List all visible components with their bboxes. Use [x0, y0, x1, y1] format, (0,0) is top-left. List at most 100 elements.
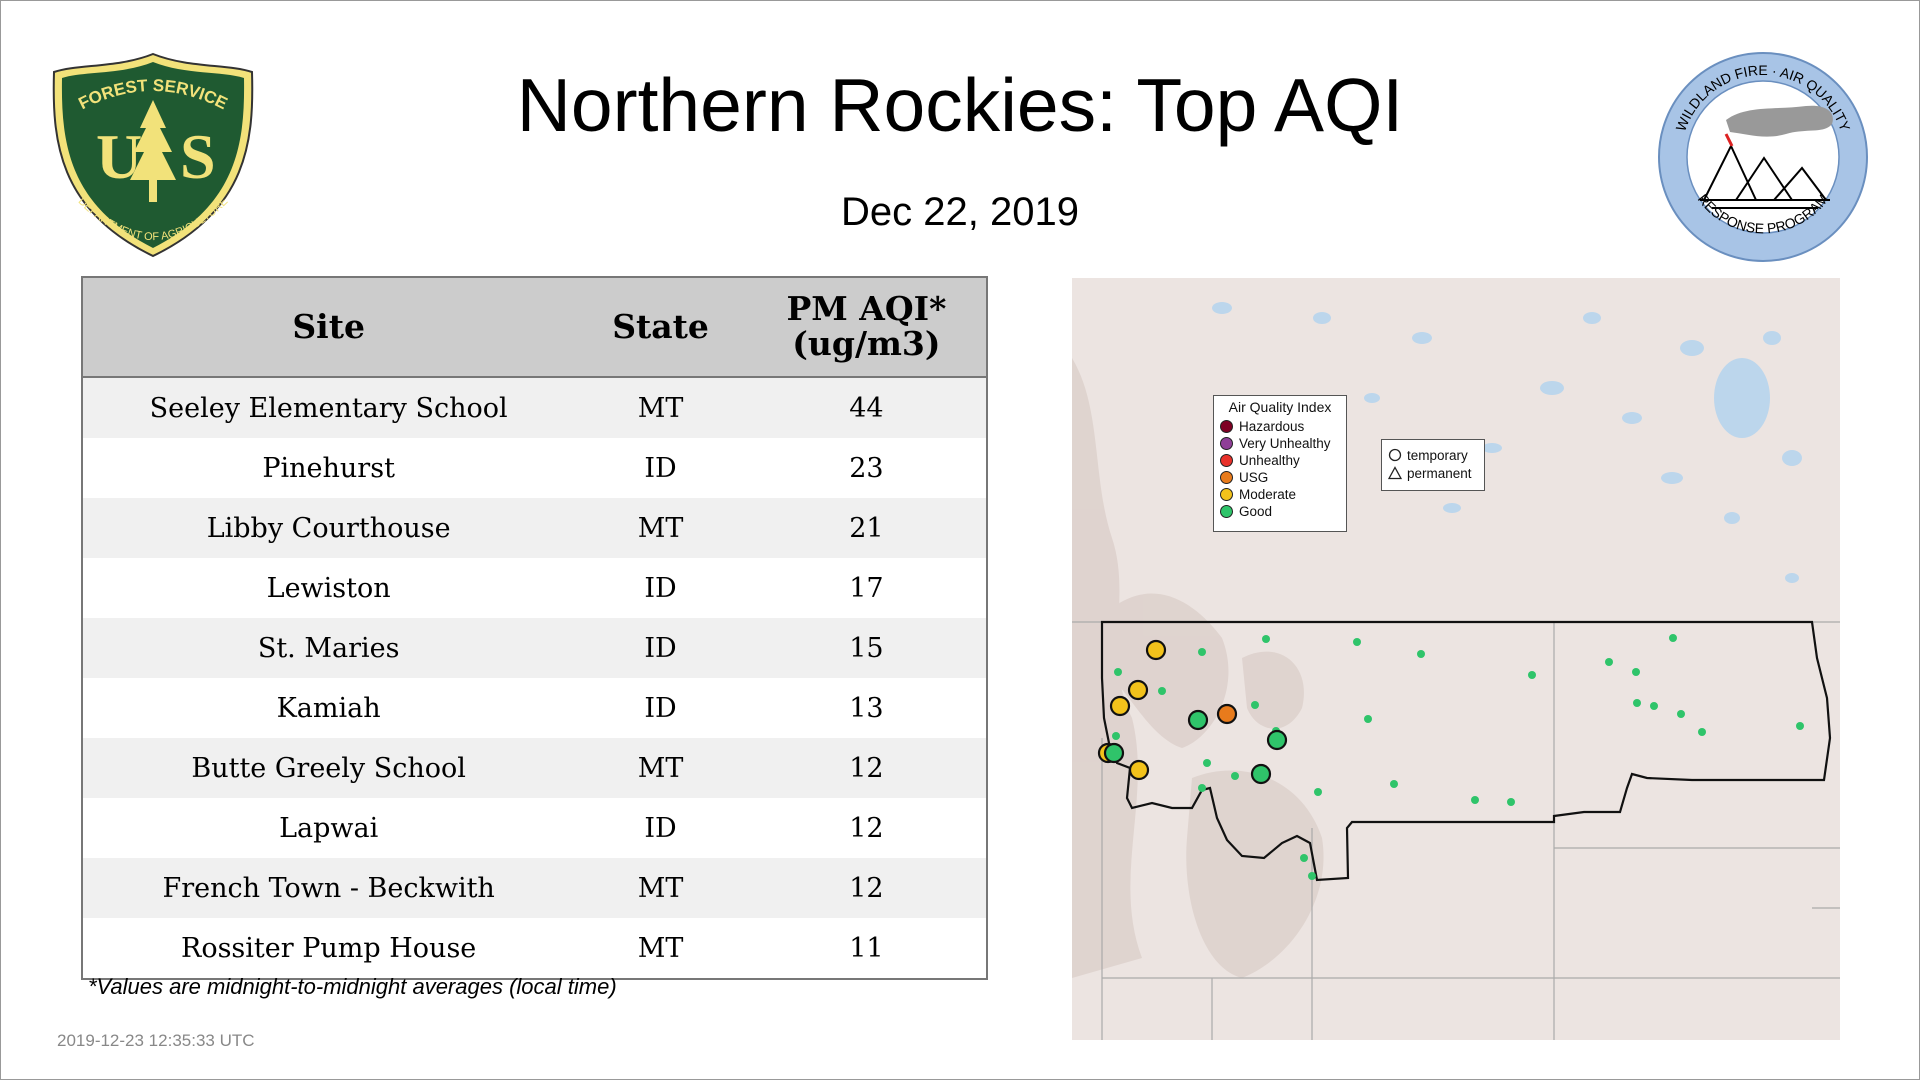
- legend-item: Moderate: [1220, 486, 1340, 503]
- site-marker-temporary[interactable]: [1127, 679, 1149, 701]
- shape-legend-permanent-label: permanent: [1407, 465, 1472, 481]
- table-row: Kamiah ID 13: [82, 678, 987, 738]
- site-marker-permanent[interactable]: [1605, 658, 1613, 666]
- site-marker-permanent[interactable]: [1300, 854, 1308, 862]
- pine-tree-icon: [130, 100, 176, 202]
- header-site: Site: [82, 277, 575, 378]
- aqi-map[interactable]: [1072, 278, 1840, 1040]
- timestamp: 2019-12-23 12:35:33 UTC: [57, 1031, 255, 1050]
- aqi-legend: Air Quality Index Hazardous Very Unhealth…: [1213, 395, 1347, 532]
- shape-legend-temporary-label: temporary: [1407, 447, 1468, 463]
- shape-legend-temporary: temporary: [1388, 446, 1478, 464]
- cell-state: MT: [574, 377, 747, 438]
- header-pm-aqi-line2: (ug/m3): [792, 324, 941, 363]
- site-marker-temporary[interactable]: [1128, 759, 1150, 781]
- cell-pm-aqi: 23: [746, 438, 987, 498]
- cell-site: Lapwai: [82, 798, 575, 858]
- site-marker-permanent[interactable]: [1353, 638, 1361, 646]
- cell-pm-aqi: 12: [746, 798, 987, 858]
- legend-swatch: [1220, 471, 1233, 484]
- site-marker-permanent[interactable]: [1114, 668, 1122, 676]
- cell-pm-aqi: 12: [746, 858, 987, 918]
- site-marker-permanent[interactable]: [1471, 796, 1479, 804]
- shape-legend-permanent: permanent: [1388, 464, 1478, 482]
- site-marker-permanent[interactable]: [1669, 634, 1677, 642]
- monitoring-sites: [1097, 634, 1804, 880]
- region-outline: [1100, 620, 1832, 882]
- usfs-shield-logo: FOREST SERVICE DEPARTMENT OF AGRICULTURE…: [52, 52, 254, 258]
- triangle-icon: [1388, 466, 1402, 480]
- site-marker-temporary[interactable]: [1109, 695, 1131, 717]
- cell-pm-aqi: 21: [746, 498, 987, 558]
- table-row: St. Maries ID 15: [82, 618, 987, 678]
- usfs-letter-s: S: [180, 121, 216, 192]
- table-row: French Town - Beckwith MT 12: [82, 858, 987, 918]
- site-marker-temporary[interactable]: [1250, 763, 1272, 785]
- site-marker-permanent[interactable]: [1677, 710, 1685, 718]
- site-marker-temporary[interactable]: [1187, 709, 1209, 731]
- cell-site: Pinehurst: [82, 438, 575, 498]
- site-marker-permanent[interactable]: [1364, 715, 1372, 723]
- site-marker-permanent[interactable]: [1262, 635, 1270, 643]
- legend-swatch: [1220, 420, 1233, 433]
- table-row: Pinehurst ID 23: [82, 438, 987, 498]
- site-marker-permanent[interactable]: [1158, 687, 1166, 695]
- shape-legend: temporary permanent: [1381, 439, 1485, 491]
- legend-item: Hazardous: [1220, 418, 1340, 435]
- cell-site: Rossiter Pump House: [82, 918, 575, 979]
- site-marker-permanent[interactable]: [1198, 648, 1206, 656]
- cell-state: MT: [574, 918, 747, 979]
- legend-item: Unhealthy: [1220, 452, 1340, 469]
- cell-site: Kamiah: [82, 678, 575, 738]
- cell-pm-aqi: 13: [746, 678, 987, 738]
- terrain-shading: [1072, 358, 1324, 978]
- cell-state: MT: [574, 858, 747, 918]
- cell-state: ID: [574, 558, 747, 618]
- smoke-plume-icon: [1726, 105, 1833, 137]
- site-marker-permanent[interactable]: [1528, 671, 1536, 679]
- site-marker-permanent[interactable]: [1198, 784, 1206, 792]
- site-marker-permanent[interactable]: [1417, 650, 1425, 658]
- site-marker-permanent[interactable]: [1112, 732, 1120, 740]
- site-marker-temporary[interactable]: [1266, 729, 1288, 751]
- site-marker-permanent[interactable]: [1231, 772, 1239, 780]
- table-row: Butte Greely School MT 12: [82, 738, 987, 798]
- cell-site: Libby Courthouse: [82, 498, 575, 558]
- site-marker-permanent[interactable]: [1251, 701, 1259, 709]
- cell-state: ID: [574, 798, 747, 858]
- cell-state: MT: [574, 498, 747, 558]
- site-marker-permanent[interactable]: [1650, 702, 1658, 710]
- legend-label: Unhealthy: [1239, 453, 1300, 468]
- site-marker-permanent[interactable]: [1698, 728, 1706, 736]
- cell-site: St. Maries: [82, 618, 575, 678]
- cell-site: French Town - Beckwith: [82, 858, 575, 918]
- site-marker-temporary[interactable]: [1103, 742, 1125, 764]
- wildland-fire-air-quality-logo: WILDLAND FIRE · AIR QUALITY RESPONSE PRO…: [1658, 52, 1868, 262]
- legend-swatch: [1220, 437, 1233, 450]
- legend-swatch: [1220, 505, 1233, 518]
- circle-icon: [1388, 448, 1402, 462]
- site-marker-temporary[interactable]: [1216, 703, 1238, 725]
- legend-label: Moderate: [1239, 487, 1297, 502]
- site-marker-temporary[interactable]: [1145, 639, 1167, 661]
- cell-state: ID: [574, 678, 747, 738]
- site-marker-permanent[interactable]: [1308, 872, 1316, 880]
- lakes: [1212, 302, 1802, 583]
- header-state: State: [574, 277, 747, 378]
- aqi-legend-title: Air Quality Index: [1228, 399, 1332, 415]
- legend-item: Very Unhealthy: [1220, 435, 1340, 452]
- page-date: Dec 22, 2019: [841, 190, 1079, 234]
- site-marker-permanent[interactable]: [1390, 780, 1398, 788]
- site-marker-permanent[interactable]: [1633, 699, 1641, 707]
- cell-pm-aqi: 17: [746, 558, 987, 618]
- cell-state: ID: [574, 438, 747, 498]
- site-marker-permanent[interactable]: [1314, 788, 1322, 796]
- site-marker-permanent[interactable]: [1632, 668, 1640, 676]
- table-row: Lapwai ID 12: [82, 798, 987, 858]
- cell-pm-aqi: 12: [746, 738, 987, 798]
- cell-pm-aqi: 44: [746, 377, 987, 438]
- site-marker-permanent[interactable]: [1796, 722, 1804, 730]
- site-marker-permanent[interactable]: [1203, 759, 1211, 767]
- legend-label: Hazardous: [1239, 419, 1305, 434]
- site-marker-permanent[interactable]: [1507, 798, 1515, 806]
